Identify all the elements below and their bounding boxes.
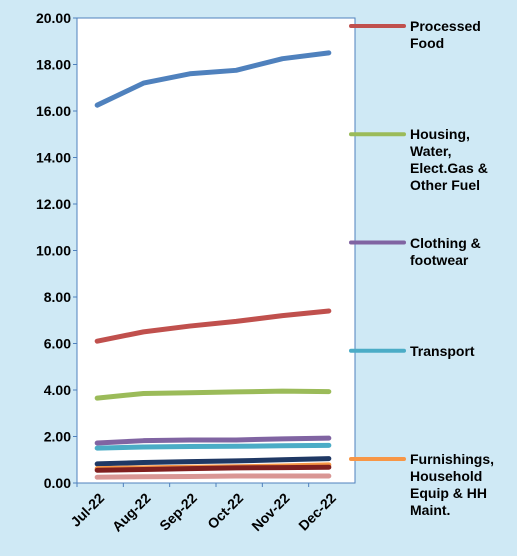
x-tick-label: Aug-22 (109, 490, 154, 535)
y-tick-label: 4.00 (44, 382, 71, 398)
y-tick-label: 16.00 (36, 103, 71, 119)
y-tick-label: 2.00 (44, 429, 71, 445)
legend-label: Processed Food (410, 18, 481, 51)
y-tick-label: 8.00 (44, 289, 71, 305)
series-line (94, 308, 332, 344)
y-tick-label: 20.00 (36, 10, 71, 26)
y-tick-label: 14.00 (36, 150, 71, 166)
legend-label: Housing, Water, Elect.Gas & Other Fuel (410, 126, 488, 194)
series-line (94, 50, 332, 108)
legend-label: Clothing & footwear (410, 234, 481, 268)
series-line (94, 456, 332, 467)
y-tick-label: 6.00 (44, 336, 71, 352)
x-tick-label: Oct-22 (204, 490, 246, 532)
x-tick-label: Jul-22 (67, 490, 107, 530)
series-line (94, 464, 332, 473)
y-tick-label: 10.00 (36, 243, 71, 259)
y-tick-label: 12.00 (36, 196, 71, 212)
y-tick-label: 0.00 (44, 475, 71, 491)
series-line (94, 388, 332, 401)
x-tick-label: Dec-22 (295, 490, 339, 534)
legend-label: Transport (410, 342, 475, 359)
x-tick-label: Nov-22 (248, 490, 292, 534)
series-line (94, 442, 332, 451)
y-tick-label: 18.00 (36, 57, 71, 73)
legend-label: Furnishings, Household Equip & HH Maint. (410, 451, 494, 518)
series-line (94, 473, 332, 480)
x-tick-label: Sep-22 (156, 490, 200, 534)
plot-area (76, 17, 356, 484)
series-line (94, 435, 332, 446)
